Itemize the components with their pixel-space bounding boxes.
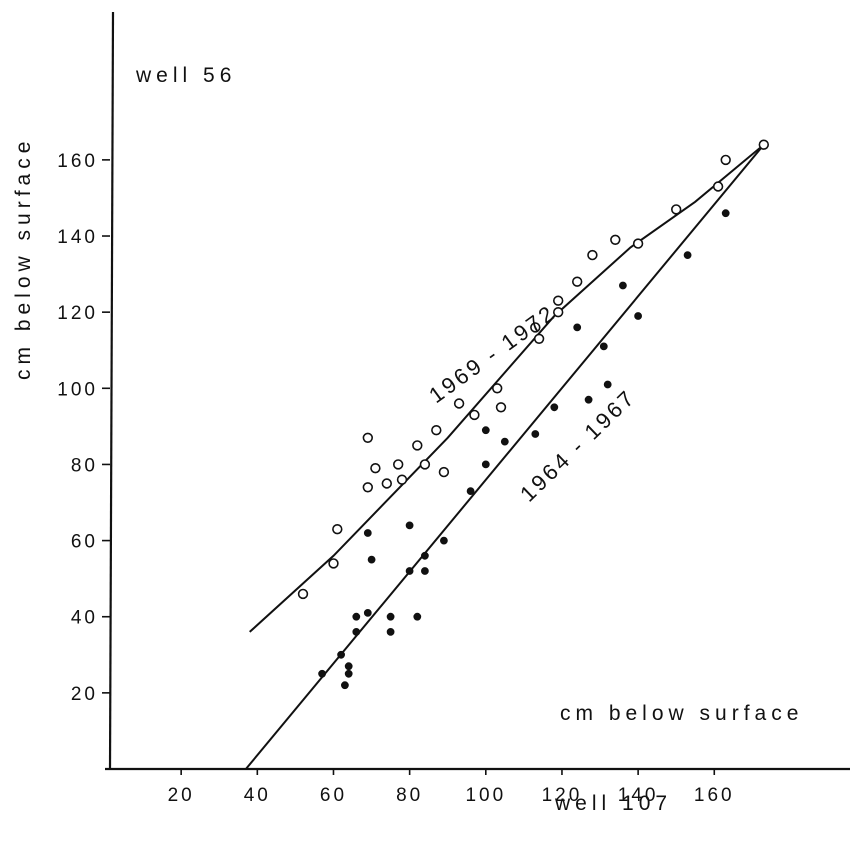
y-tick-label: 140 xyxy=(57,227,98,248)
open-point xyxy=(552,307,564,318)
open-point xyxy=(381,478,392,489)
open-point xyxy=(362,482,373,493)
filled-point xyxy=(421,551,429,560)
filled-point xyxy=(481,460,490,469)
series-label-1969-1972: 1969 - 1972 xyxy=(424,299,560,408)
x-tick-label: 60 xyxy=(320,785,347,806)
y-tick-label: 80 xyxy=(71,455,98,476)
filled-point xyxy=(367,555,376,564)
filled-point xyxy=(584,395,593,404)
filled-point xyxy=(500,437,509,446)
open-point xyxy=(712,181,724,192)
filled-point xyxy=(352,628,361,636)
x-tick-label: 140 xyxy=(618,785,659,806)
filled-point xyxy=(634,312,642,320)
y-tick-label: 100 xyxy=(57,379,98,400)
filled-point xyxy=(413,612,422,621)
filled-point xyxy=(599,342,608,351)
x-axis-label: cm below surface xyxy=(560,702,804,725)
x-tick-label: 160 xyxy=(694,785,735,806)
data-points xyxy=(297,139,769,690)
filled-point xyxy=(721,209,730,218)
y-tick-label: 60 xyxy=(71,532,98,553)
open-point xyxy=(610,234,621,246)
fit-line-series-1 xyxy=(249,143,765,633)
x-tick-label: 100 xyxy=(465,785,506,806)
open-point xyxy=(670,204,682,215)
filled-point xyxy=(481,426,490,435)
open-point xyxy=(552,295,564,306)
filled-point xyxy=(466,487,475,496)
filled-point xyxy=(341,681,349,690)
x-tick-label: 120 xyxy=(542,785,583,806)
x-tick-label: 20 xyxy=(168,785,195,806)
filled-point xyxy=(363,609,372,617)
y-tick-label: 120 xyxy=(57,303,98,324)
filled-point xyxy=(344,669,353,678)
open-point xyxy=(431,425,442,436)
fit-line-series-2 xyxy=(245,144,765,770)
y-tick-label: 40 xyxy=(71,608,98,629)
filled-point xyxy=(386,628,395,636)
open-point xyxy=(469,409,480,421)
filled-point xyxy=(352,612,361,621)
filled-point xyxy=(603,380,612,389)
open-point xyxy=(393,459,404,470)
y-tick-label: 160 xyxy=(57,151,98,172)
open-point xyxy=(332,523,343,535)
open-point xyxy=(412,440,423,451)
x-tick-label: 80 xyxy=(396,785,423,806)
ticks: 20 40 60 80 100 120 140 160 20 40 60 80 100 120 140 160 xyxy=(57,151,735,806)
filled-point xyxy=(683,251,692,260)
filled-point xyxy=(386,612,395,621)
open-point xyxy=(438,466,450,478)
open-point xyxy=(297,588,309,600)
filled-point xyxy=(550,403,559,412)
open-point xyxy=(492,383,503,394)
chart-title-well-56: well 56 xyxy=(136,64,237,87)
y-axis-label: cm below surface xyxy=(12,136,35,380)
filled-point xyxy=(318,669,327,678)
filled-point xyxy=(531,430,540,438)
open-point xyxy=(453,398,465,409)
open-point xyxy=(533,333,545,344)
filled-point xyxy=(405,521,414,530)
open-point xyxy=(530,322,541,333)
filled-point xyxy=(573,323,582,332)
open-point xyxy=(758,139,769,150)
y-axis-line xyxy=(108,11,115,770)
filled-point xyxy=(405,567,414,575)
filled-point xyxy=(344,662,353,671)
fit-lines xyxy=(245,143,765,770)
series-label-1964-1967: 1964 - 1967 xyxy=(515,384,641,506)
open-point xyxy=(720,154,731,166)
filled-point xyxy=(363,529,372,537)
filled-point xyxy=(421,567,429,575)
open-point xyxy=(362,432,373,443)
y-tick-label: 20 xyxy=(71,684,98,705)
open-point xyxy=(632,238,644,249)
axes xyxy=(105,11,850,771)
open-point xyxy=(495,402,507,413)
filled-point xyxy=(337,650,346,659)
open-point xyxy=(571,276,583,287)
x-tick-label: 40 xyxy=(244,785,271,806)
open-point xyxy=(587,249,598,261)
open-point xyxy=(396,474,408,485)
open-point xyxy=(419,459,431,470)
filled-point xyxy=(619,281,627,290)
filled-point xyxy=(440,536,448,545)
open-point xyxy=(370,463,381,474)
open-point xyxy=(328,558,339,569)
x-axis-label-well-107: well 107 xyxy=(555,792,673,815)
